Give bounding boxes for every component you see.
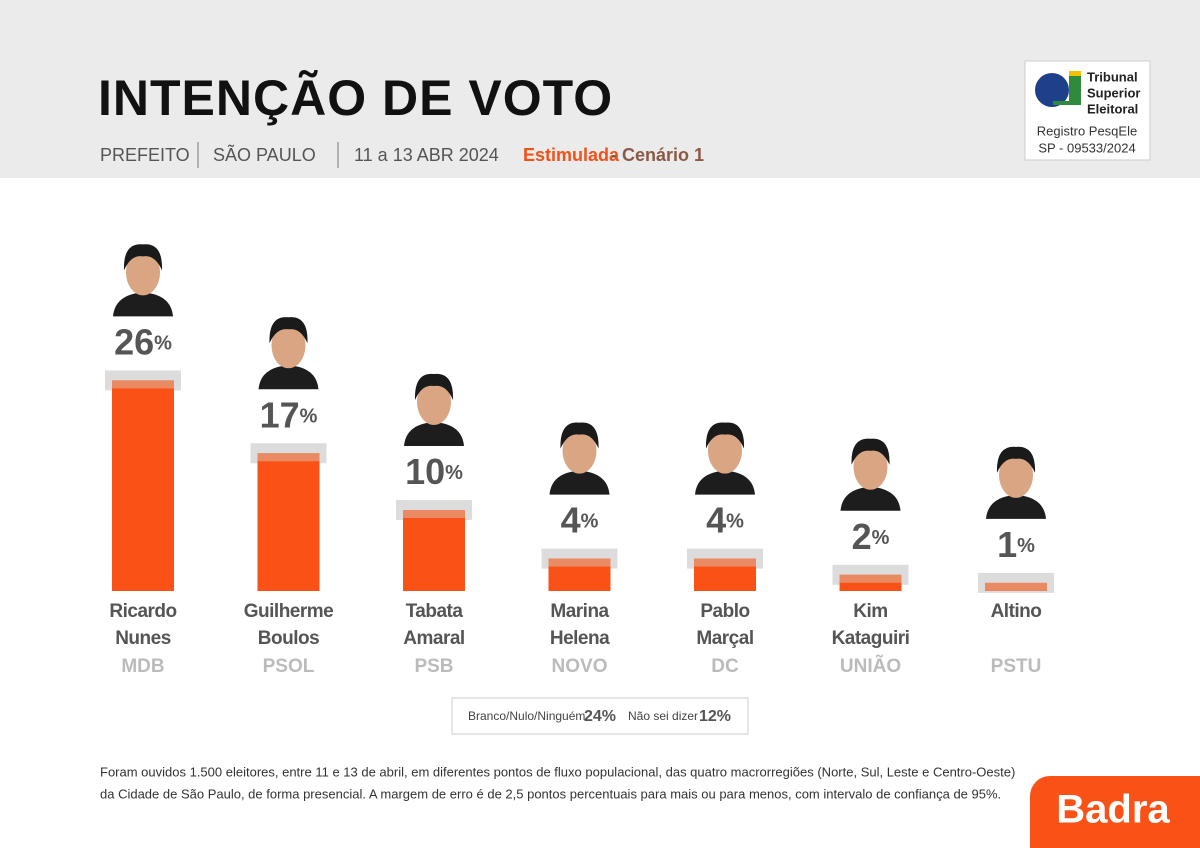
city: SÃO PAULO [213,144,316,165]
portrait-face [126,249,160,296]
portrait [404,373,464,446]
portrait [113,244,173,317]
value-label: 17% [260,394,318,435]
bar-highlight [839,574,902,583]
others-value: 24% [584,708,616,725]
portrait [549,422,610,495]
candidate-name: Pablo Marçal [696,601,754,649]
value-unit: % [1017,535,1035,557]
others-box [451,697,749,735]
footnote: da Cidade de São Paulo, de forma presenc… [100,786,1001,801]
bar-highlight [548,558,611,567]
candidate-name: Altino [990,601,1042,622]
party-label: DC [711,656,739,677]
value-unit: % [445,462,463,484]
value-number: 4 [561,499,581,540]
party-label: NOVO [551,656,608,677]
registry-label: Registro PesqEle [1037,123,1137,138]
portrait-body [113,292,173,317]
value-number: 1 [997,523,1017,564]
registry-line: Superior [1087,85,1140,100]
portrait [840,438,901,511]
value-label: 10% [405,451,463,492]
registry-logo [1053,75,1081,105]
portrait-body [549,470,610,495]
bar-highlight [403,510,465,518]
portrait-face [853,443,888,490]
registry-line: Tribunal [1087,69,1138,84]
bar-highlight [694,558,756,567]
value-label: 26% [114,321,172,362]
candidate-name: Marina Helena [549,601,610,649]
scenario: - Cenário 1 [611,145,704,165]
value-unit: % [300,406,318,428]
value-unit: % [726,511,744,533]
value-unit: % [154,333,172,355]
others-label: Não sei dizer [628,709,698,723]
value-unit: % [581,511,599,533]
value-unit: % [872,527,890,549]
registry-number: SP - 09533/2024 [1038,140,1135,155]
value-label: 1% [997,523,1035,564]
portrait-body [404,422,464,446]
portrait [986,446,1046,519]
portrait-hair [269,317,308,344]
registry-line: Eleitoral [1087,101,1138,116]
portrait-hair [705,422,745,449]
bar [403,510,465,591]
portrait-face [562,427,597,474]
bar-highlight [985,582,1047,591]
portrait-body [986,494,1046,519]
portrait-face [417,379,451,425]
bar [112,380,174,591]
bar-highlight [257,453,320,462]
registry-logo [1035,73,1069,107]
portrait-face [708,427,742,474]
portrait-hair [996,446,1036,473]
portrait-face [999,451,1033,498]
candidate-name: Kim Kataguiri [831,601,910,649]
value-number: 4 [706,499,726,540]
portrait-body [695,470,755,495]
portrait [695,422,755,495]
scenario-type: Estimulada [523,145,620,165]
party-label: MDB [121,656,165,677]
party-label: PSTU [990,656,1042,677]
candidate-name: Tabata Amaral [403,601,465,649]
value-label: 2% [852,515,890,556]
candidate-name: Ricardo Nunes [109,601,177,649]
portrait-hair [560,422,599,449]
chart-title: INTENÇÃO DE VOTO [98,70,613,126]
value-number: 26 [114,321,154,362]
value-number: 2 [852,515,872,556]
value-number: 10 [405,451,445,492]
brand: Badra [1056,788,1170,832]
office: PREFEITO [100,145,190,165]
portrait-hair [851,438,890,465]
bar [257,453,320,591]
value-number: 17 [260,394,300,435]
dates: 11 a 13 ABR 2024 [354,145,499,165]
others-label: Branco/Nulo/Ninguém [468,709,585,723]
portrait [258,317,319,390]
others-value: 12% [699,708,731,725]
party-label: PSB [414,656,454,677]
bar-highlight [112,380,174,389]
portrait-hair [123,244,163,271]
portrait-body [258,365,319,390]
footnote: Foram ouvidos 1.500 eleitores, entre 11 … [100,764,1015,779]
portrait-body [840,486,901,511]
candidate-name: Guilherme Boulos [243,601,334,649]
value-label: 4% [706,499,744,540]
party-label: UNIÃO [839,656,902,677]
party-label: PSOL [262,656,315,677]
registry-logo [1069,71,1081,76]
header-bg [0,0,1200,178]
portrait-hair [414,373,454,400]
portrait-face [271,322,306,369]
value-label: 4% [561,499,599,540]
brand-box [1030,776,1200,848]
